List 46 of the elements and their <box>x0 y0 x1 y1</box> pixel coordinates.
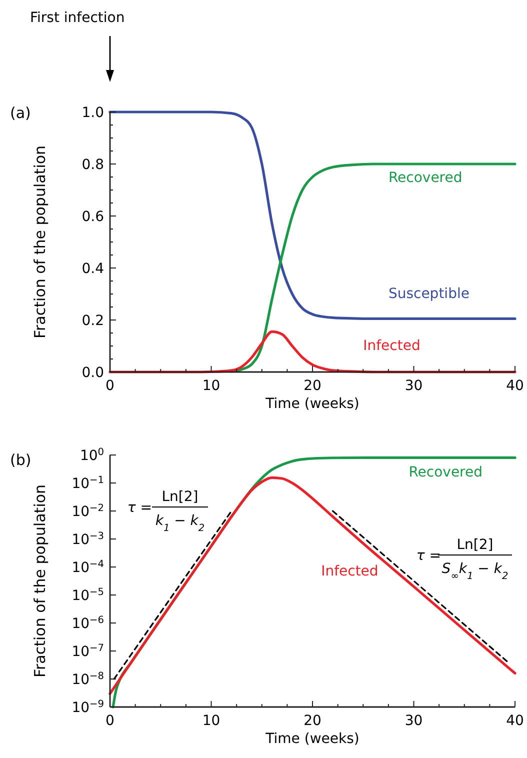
y-tick-label: 10$^{−8}$ <box>72 670 104 688</box>
x-tick-label: 30 <box>404 713 423 729</box>
y-tick-label: 10$^{−3}$ <box>72 530 104 548</box>
series-label: Susceptible <box>388 286 470 302</box>
y-tick-label: 0.8 <box>82 157 104 173</box>
line-series <box>108 110 516 320</box>
x-axis-title: Time (weeks) <box>264 396 360 412</box>
y-axis-title: Fraction of the population <box>31 484 49 678</box>
x-axis-title: Time (weeks) <box>264 731 360 747</box>
y-tick-label: 10$^{−6}$ <box>72 614 104 632</box>
text: (a) <box>10 104 31 122</box>
annotation: τ = <box>127 500 152 516</box>
annotation: Ln[2] <box>456 537 494 553</box>
y-tick-label: 10$^{−1}$ <box>72 474 104 492</box>
annotation: S$_{∞}$k$_{1}$ − k$_{2}$ <box>442 561 508 582</box>
text: (b) <box>10 451 32 469</box>
line-series <box>230 162 516 373</box>
annotation: Ln[2] <box>162 489 198 505</box>
x-tick-label: 10 <box>202 713 220 729</box>
y-tick-label: 0.0 <box>82 365 104 381</box>
x-tick-label: 30 <box>404 378 423 394</box>
y-tick-label: 10$^{−4}$ <box>72 558 104 576</box>
y-tick-label: 0.6 <box>82 209 104 225</box>
y-tick-label: 0.4 <box>82 261 104 277</box>
y-tick-label: 10$^{−9}$ <box>72 698 104 716</box>
x-tick-label: 40 <box>506 378 524 394</box>
y-tick-label: 1.0 <box>82 105 104 121</box>
annotation: k$_{1}$ − k$_{2}$ <box>155 513 205 534</box>
y-axis-title: Fraction of the population <box>31 145 49 339</box>
series-label: Infected <box>363 338 420 354</box>
x-tick-label: 20 <box>304 713 322 729</box>
annotation: τ = <box>416 548 441 564</box>
x-tick-label: 0 <box>106 713 114 729</box>
series-label: Recovered <box>408 464 483 481</box>
x-tick-label: 10 <box>202 378 220 394</box>
series-label: Recovered <box>388 170 462 186</box>
y-tick-label: 10$^{−5}$ <box>72 586 104 604</box>
text: First infection <box>30 10 125 26</box>
y-tick-label: 0.2 <box>82 313 104 329</box>
x-tick-label: 0 <box>106 378 114 394</box>
x-tick-label: 40 <box>506 713 524 729</box>
y-tick-label: 10$^{−2}$ <box>72 502 104 520</box>
y-tick-label: 10$^{0}$ <box>80 446 104 464</box>
series-label: Infected <box>321 563 378 580</box>
y-tick-label: 10$^{−7}$ <box>72 642 104 660</box>
x-tick-label: 20 <box>304 378 322 394</box>
